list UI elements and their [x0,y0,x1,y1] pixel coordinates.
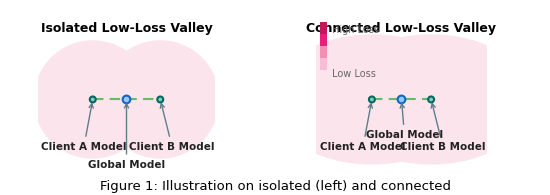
Ellipse shape [416,88,447,111]
Text: Global Model: Global Model [88,104,165,170]
Ellipse shape [90,97,96,102]
Ellipse shape [356,88,387,111]
Text: Low Loss: Low Loss [332,69,376,79]
Text: Client A Model: Client A Model [41,104,127,152]
Ellipse shape [150,89,170,110]
Text: Global Model: Global Model [366,104,443,140]
Ellipse shape [338,76,406,123]
Ellipse shape [114,53,206,146]
Text: High Loss: High Loss [332,25,380,35]
Ellipse shape [369,97,375,102]
Ellipse shape [140,79,181,120]
Bar [320,70,327,82]
Ellipse shape [101,40,219,159]
Ellipse shape [398,96,405,103]
Ellipse shape [123,96,130,103]
Ellipse shape [271,34,473,165]
Bar [320,34,327,46]
Text: Connected Low-Loss Valley: Connected Low-Loss Valley [306,22,497,35]
Ellipse shape [397,76,465,123]
Ellipse shape [330,34,532,165]
Ellipse shape [59,66,126,133]
Ellipse shape [352,49,510,150]
Ellipse shape [315,63,429,136]
Text: Figure 1: Illustration on isolated (left) and connected: Figure 1: Illustration on isolated (left… [100,180,450,193]
Ellipse shape [374,63,488,136]
Ellipse shape [47,53,139,146]
Text: Client A Model: Client A Model [320,104,406,152]
Bar [320,58,327,70]
Ellipse shape [428,97,434,102]
Bar [320,22,327,34]
Ellipse shape [157,97,163,102]
Text: Isolated Low-Loss Valley: Isolated Low-Loss Valley [41,22,212,35]
Text: Client B Model: Client B Model [400,104,486,152]
Text: Client B Model: Client B Model [129,104,215,152]
Ellipse shape [127,66,194,133]
Ellipse shape [82,89,103,110]
Ellipse shape [34,40,152,159]
Bar [320,46,327,58]
Ellipse shape [72,79,113,120]
Ellipse shape [293,49,451,150]
